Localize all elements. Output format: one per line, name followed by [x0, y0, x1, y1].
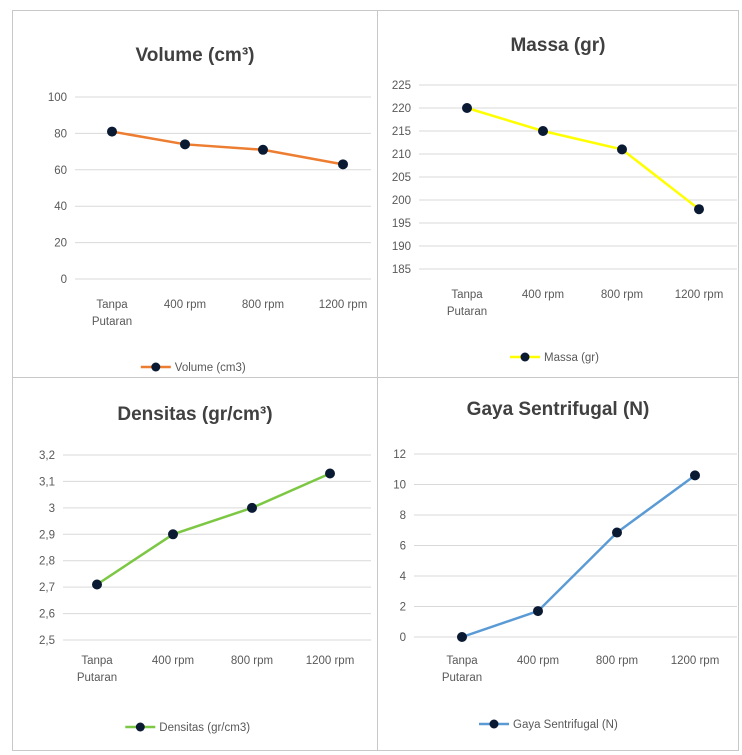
y-tick-label: 190 — [392, 241, 411, 253]
data-point — [247, 502, 257, 513]
data-point — [92, 579, 102, 590]
chart-svg: Gaya Sentrifugal (N) 0 2 4 6 8 10 12 Tanpa Putara… — [393, 399, 737, 731]
y-tick-label: 2,6 — [39, 609, 55, 621]
data-point — [168, 529, 178, 540]
chart-panel: Densitas (gr/cm³) 2,5 2,6 2,7 2,8 2,9 3 3,1 3,2 T… — [12, 377, 378, 751]
y-tick-label: 3,2 — [39, 450, 55, 462]
y-tick-label: 10 — [393, 480, 406, 492]
legend: Massa (gr) — [510, 352, 599, 364]
y-tick-label: 205 — [392, 172, 411, 184]
y-tick-label: 3 — [49, 503, 55, 515]
y-tick-label: 6 — [400, 541, 406, 553]
y-tick-label: 210 — [392, 149, 411, 161]
x-tick-label: 1200 rpm — [306, 655, 355, 667]
chart-title: Gaya Sentrifugal (N) — [467, 399, 650, 420]
chart-title: Volume (cm³) — [136, 45, 255, 66]
x-tick-label: 400 rpm — [152, 655, 194, 667]
x-tick-label: Tanpa Putaran — [442, 655, 482, 684]
chart-panel: Massa (gr) 185 190 195 200 205 210 215 220 225 Tan… — [377, 10, 739, 378]
legend-marker — [489, 719, 499, 729]
series-line — [461, 474, 696, 639]
data-point — [690, 470, 700, 481]
x-tick-label: 1200 rpm — [671, 655, 720, 667]
y-tick-label: 20 — [54, 238, 67, 250]
legend-label: Densitas (gr/cm3) — [159, 722, 250, 734]
chart-title: Massa (gr) — [510, 35, 605, 56]
series-line — [96, 472, 331, 586]
y-tick-label: 220 — [392, 103, 411, 115]
legend-label: Volume (cm3) — [175, 362, 246, 374]
x-tick-label: 400 rpm — [517, 655, 559, 667]
y-tick-label: 195 — [392, 218, 411, 230]
y-tick-label: 4 — [400, 571, 407, 583]
y-tick-label: 200 — [392, 195, 411, 207]
y-tick-label: 40 — [54, 201, 67, 213]
legend: Densitas (gr/cm3) — [125, 722, 250, 734]
y-tick-label: 2,5 — [39, 635, 55, 647]
data-point — [180, 139, 190, 150]
series-line — [111, 130, 344, 166]
legend-marker — [520, 352, 530, 362]
y-tick-label: 12 — [393, 449, 406, 461]
legend-marker — [151, 362, 161, 372]
legend-label: Massa (gr) — [544, 352, 599, 364]
y-tick-label: 80 — [54, 128, 67, 140]
x-tick-label: Tanpa Putaran — [92, 299, 132, 328]
data-point — [538, 126, 548, 136]
x-tick-label: 1200 rpm — [675, 289, 724, 301]
y-tick-label: 0 — [61, 274, 67, 286]
series-line — [466, 106, 700, 211]
y-tick-label: 3,1 — [39, 476, 55, 488]
y-tick-label: 2,9 — [39, 529, 55, 541]
legend-label: Gaya Sentrifugal (N) — [513, 719, 618, 731]
y-tick-label: 60 — [54, 165, 67, 177]
chart-panel: Volume (cm³) 0 20 40 60 80 100 Tanpa Putaran 400 … — [12, 10, 378, 378]
chart-svg: Massa (gr) 185 190 195 200 205 210 215 220 225 Tan… — [392, 35, 737, 364]
data-point — [612, 527, 622, 538]
data-point — [338, 159, 348, 170]
y-tick-label: 2,8 — [39, 556, 55, 568]
y-tick-label: 185 — [392, 264, 411, 276]
data-point — [457, 632, 467, 642]
x-tick-label: Tanpa Putaran — [77, 655, 117, 684]
y-tick-label: 215 — [392, 126, 411, 138]
x-tick-label: 400 rpm — [164, 299, 206, 311]
chart-panel: Gaya Sentrifugal (N) 0 2 4 6 8 10 12 Tanpa Putara… — [377, 377, 739, 751]
x-tick-label: 1200 rpm — [319, 299, 368, 311]
legend: Volume (cm3) — [140, 362, 246, 374]
y-tick-label: 2 — [400, 602, 406, 614]
y-tick-label: 0 — [400, 632, 406, 644]
y-tick-label: 2,7 — [39, 582, 55, 594]
data-point — [107, 126, 117, 137]
chart-title: Densitas (gr/cm³) — [117, 404, 272, 425]
x-tick-label: 800 rpm — [231, 655, 273, 667]
data-point — [694, 204, 704, 215]
chart-svg: Volume (cm³) 0 20 40 60 80 100 Tanpa Putaran 400 … — [48, 45, 371, 374]
x-tick-label: 400 rpm — [522, 289, 564, 301]
x-tick-label: 800 rpm — [596, 655, 638, 667]
y-tick-label: 8 — [400, 510, 406, 522]
data-point — [258, 144, 268, 155]
x-tick-label: Tanpa Putaran — [447, 289, 487, 318]
x-tick-label: 800 rpm — [601, 289, 643, 301]
legend-marker — [135, 722, 145, 732]
data-point — [325, 468, 335, 479]
data-point — [617, 144, 627, 155]
y-tick-label: 225 — [392, 80, 411, 92]
data-point — [462, 103, 472, 113]
x-tick-label: 800 rpm — [242, 299, 284, 311]
data-point — [533, 606, 543, 617]
y-tick-label: 100 — [48, 92, 67, 104]
legend: Gaya Sentrifugal (N) — [479, 719, 618, 731]
chart-svg: Densitas (gr/cm³) 2,5 2,6 2,7 2,8 2,9 3 3,1 3,2 T… — [39, 404, 371, 734]
